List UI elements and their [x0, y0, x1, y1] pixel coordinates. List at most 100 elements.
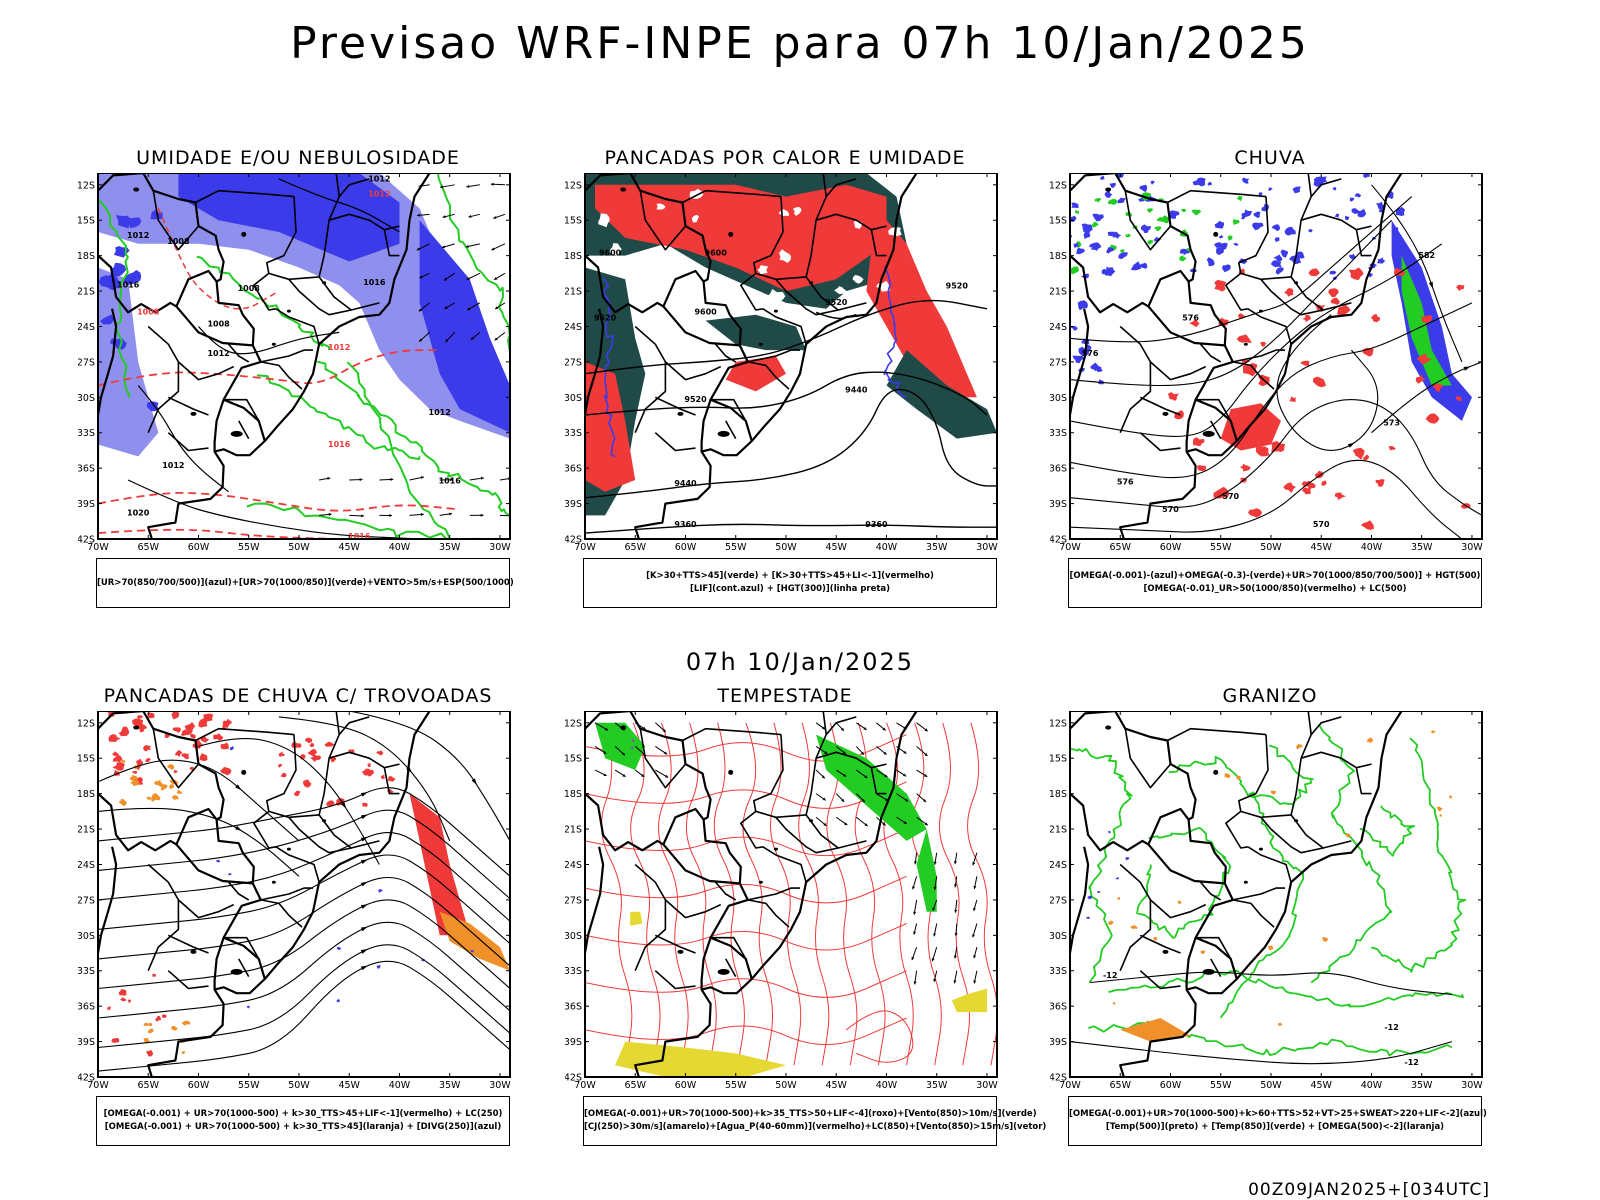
lat-label: 30S — [78, 393, 95, 404]
panel-title: TEMPESTADE — [717, 685, 853, 707]
thunderstorm-cell — [213, 733, 224, 741]
clear-gap — [598, 213, 610, 228]
state-border — [223, 398, 260, 422]
contour-label: 570 — [1313, 520, 1330, 529]
legend-box: [OMEGA(-0.001)+UR>70(1000-500)+k>60+TTS>… — [1068, 1096, 1487, 1146]
wind-vector-head — [840, 727, 844, 731]
country-border — [98, 846, 118, 954]
state-border — [1124, 728, 1172, 789]
low-level-rising-cell — [1213, 486, 1230, 499]
wind-vector-head — [441, 245, 446, 249]
state-border — [253, 810, 277, 849]
divergence-cell — [336, 946, 341, 950]
contour-label: 9440 — [845, 386, 868, 395]
low-level-rising-cell — [1334, 492, 1346, 500]
geographic-base: 1012 1012 1012 1008 1016 1008 1008 1012 1012 1016… — [98, 173, 461, 539]
wind-vector-head — [924, 774, 928, 777]
divergence-cell — [470, 950, 474, 953]
state-border — [260, 887, 313, 901]
lake — [1294, 281, 1299, 285]
map-frame — [1069, 173, 1483, 540]
lon-label: 40W — [876, 542, 898, 553]
contour-label: 9600 — [599, 249, 622, 258]
wind-vector-head — [903, 821, 907, 824]
omega-rising-cell — [1072, 355, 1084, 364]
low-level-humidity-contour — [346, 361, 451, 539]
state-border — [266, 173, 340, 281]
weather-overlay — [98, 711, 510, 1072]
state-border — [195, 189, 295, 204]
country-border — [213, 937, 225, 990]
omega-rising-cell — [1292, 186, 1301, 194]
state-border — [195, 727, 295, 742]
lat-label: 12S — [565, 180, 582, 191]
wind-vector-head — [932, 907, 936, 911]
wind-vector-head — [924, 728, 928, 732]
lat-label: 27S — [1050, 357, 1067, 368]
omega-rising-cell — [1252, 222, 1264, 231]
coastline — [147, 173, 431, 539]
state-border — [762, 308, 807, 345]
thunderstorm-cell — [137, 715, 144, 720]
contour-label: 1008 — [137, 308, 160, 317]
pressure-contour — [278, 178, 400, 233]
lake — [773, 309, 778, 313]
thunderstorm-cell — [387, 775, 396, 782]
country-border — [1070, 254, 1149, 314]
wind-vector-head — [954, 884, 958, 888]
wind-vector-head — [882, 727, 886, 731]
omega-strong-area — [1401, 255, 1452, 386]
state-border — [775, 278, 839, 316]
wind-vector-head — [494, 337, 498, 341]
state-border — [1199, 881, 1222, 901]
thunderstorm-cell — [307, 748, 317, 757]
lat-label: 30S — [565, 931, 582, 942]
panel-umidade: UMIDADE E/OU NEBULOSIDADE 1012 1012 1012 100… — [78, 147, 518, 637]
convection-no-li-cell — [166, 764, 175, 770]
omega-rising-cell — [1268, 187, 1273, 191]
wind-vector-head — [933, 933, 937, 937]
legend-line: [CJ(250)>30m/s](amarelo)+[Agua_P(40-60mm… — [584, 1122, 1047, 1132]
lake — [286, 309, 291, 313]
lake — [728, 769, 734, 775]
state-border — [654, 432, 696, 452]
low-level-rising-cell — [1240, 463, 1251, 472]
lake — [758, 342, 763, 346]
country-border — [1147, 807, 1190, 845]
low-level-rising-cell — [1432, 383, 1444, 392]
omega-rising-cell — [1214, 242, 1223, 248]
wind-vector-head — [824, 751, 828, 754]
thunderstorm-cell — [362, 802, 368, 807]
omega-strong-cell — [1107, 198, 1118, 205]
lake — [717, 968, 730, 975]
jet-streamline-arrowhead — [360, 859, 368, 864]
omega-rising-cell — [1216, 247, 1226, 256]
omega-strong-cell — [1186, 248, 1191, 252]
convection-no-li-cell — [176, 789, 182, 794]
lat-label: 36S — [78, 1002, 95, 1013]
omega-rising-cell — [1107, 231, 1115, 237]
convection-no-li-cell — [120, 759, 126, 763]
wind-vector-head — [972, 907, 976, 911]
omega-rising-cell — [1271, 224, 1281, 232]
state-border — [1247, 308, 1292, 345]
omega-rising-cell — [1357, 208, 1367, 218]
lat-label: 21S — [1050, 825, 1067, 836]
state-border — [1119, 325, 1152, 434]
omega-strong-cell — [1191, 209, 1201, 216]
thunderstorm-cell — [302, 779, 312, 788]
lon-label: 70W — [574, 1080, 596, 1091]
lat-label: 18S — [565, 251, 582, 262]
omega-500-area — [1120, 1018, 1191, 1042]
state-border — [1225, 272, 1249, 311]
lake — [241, 769, 247, 775]
state-border — [338, 716, 370, 736]
lon-label: 70W — [1059, 1080, 1081, 1091]
state-border — [664, 361, 722, 381]
clear-gap — [767, 289, 786, 302]
state-border — [1300, 751, 1372, 769]
omega-rising-cell — [1280, 249, 1289, 258]
omega-rising-cell — [1089, 242, 1096, 248]
omega-rising-cell — [1335, 213, 1340, 219]
low-level-rising-cell — [1337, 304, 1351, 317]
